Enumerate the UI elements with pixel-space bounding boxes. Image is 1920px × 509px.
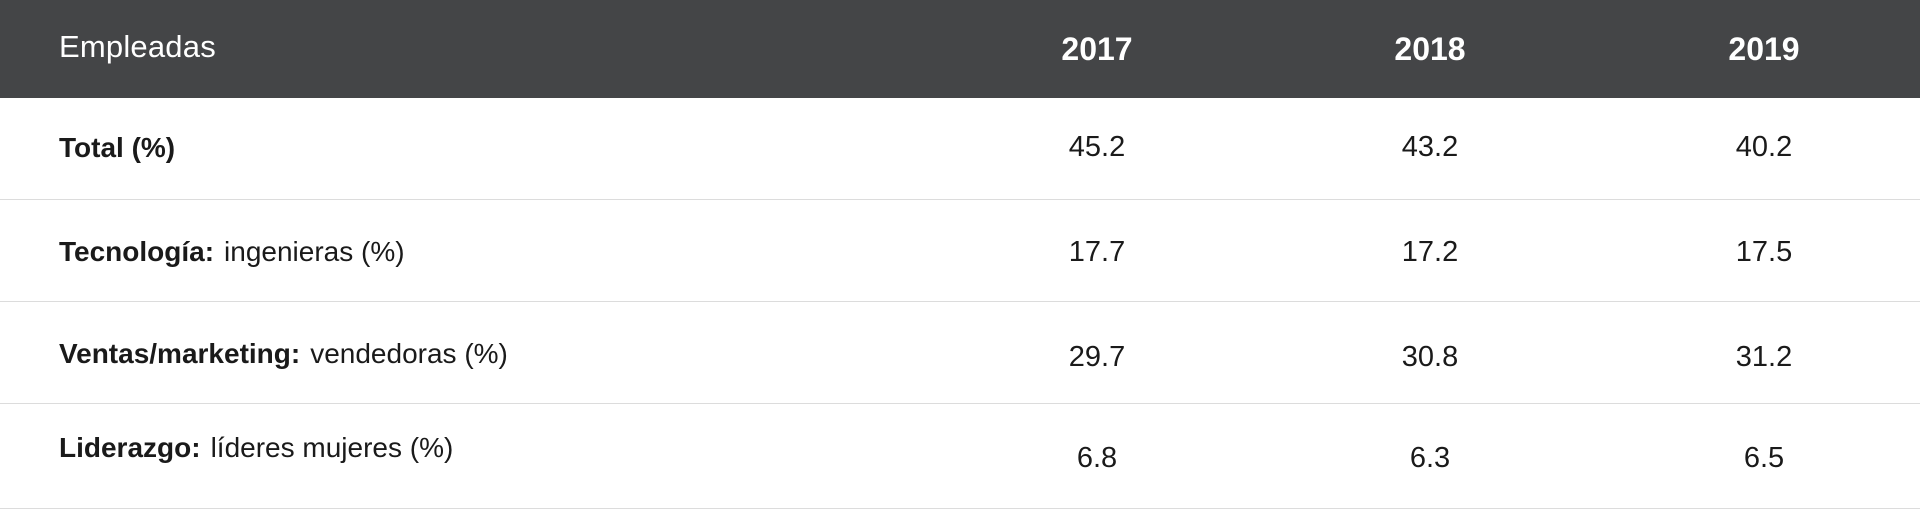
row-label-detail: líderes mujeres (%) [210,432,454,463]
row-label: Liderazgo: líderes mujeres (%) [59,432,453,464]
cell-2017: 17.7 [1068,236,1126,268]
cell-2018: 30.8 [1401,341,1459,373]
row-label-strong: Total (%) [59,132,176,163]
row-label-detail: ingenieras (%) [224,236,405,267]
cell-2017: 29.7 [1068,341,1126,373]
table-row-sales-marketing: Ventas/marketing: vendedoras (%) 29.7 30.… [0,302,1920,404]
cell-2017: 45.2 [1068,131,1126,163]
table-row-total: Total (%) 45.2 43.2 40.2 [0,98,1920,200]
cell-2018: 17.2 [1401,236,1459,268]
row-label-strong: Liderazgo: [59,432,201,463]
cell-2019: 31.2 [1735,341,1793,373]
row-label-strong: Ventas/marketing: [59,338,301,369]
cell-2019: 6.5 [1743,442,1785,474]
cell-2019: 17.5 [1735,236,1793,268]
table-row-leadership: Liderazgo: líderes mujeres (%) 6.8 6.3 6.… [0,404,1920,509]
row-label: Tecnología: ingenieras (%) [59,236,405,268]
row-label-detail: vendedoras (%) [310,338,508,369]
row-label-strong: Tecnología: [59,236,215,267]
header-year-2018: 2018 [1394,31,1466,67]
cell-2019: 40.2 [1735,131,1793,163]
row-label: Total (%) [59,132,175,164]
cell-2017: 6.8 [1076,442,1118,474]
cell-2018: 6.3 [1409,442,1451,474]
table-header: Empleadas 2017 2018 2019 [0,0,1920,98]
header-title: Empleadas [59,29,216,64]
table-row-technology: Tecnología: ingenieras (%) 17.7 17.2 17.5 [0,200,1920,302]
cell-2018: 43.2 [1401,131,1459,163]
header-year-2017: 2017 [1061,31,1133,67]
row-label: Ventas/marketing: vendedoras (%) [59,338,508,370]
header-year-2019: 2019 [1728,31,1800,67]
